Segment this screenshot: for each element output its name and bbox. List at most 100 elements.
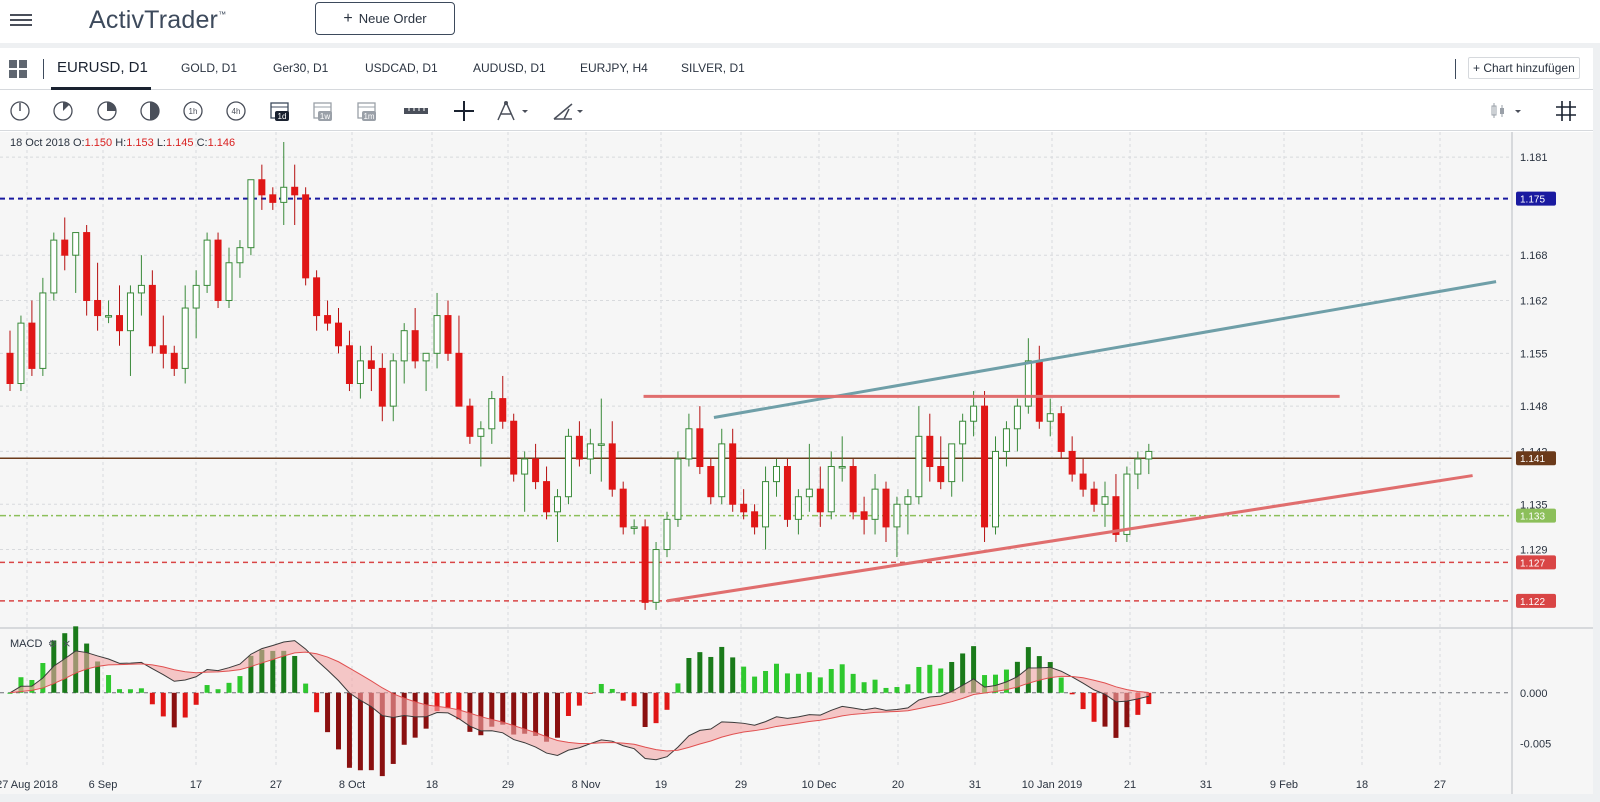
candle-body [499,398,507,422]
svg-text:1w: 1w [320,112,330,121]
hamburger-menu-icon[interactable] [10,11,32,31]
trendlines[interactable] [643,280,1497,603]
price-level-label: 1.175 [1520,195,1545,206]
macd-histogram-bar [7,692,13,694]
macd-histogram-bar [325,692,331,733]
half-circle-icon[interactable] [139,100,161,122]
layout-grid-icon[interactable] [9,60,27,78]
candle-body [280,186,288,203]
new-order-button[interactable]: + Neue Order [315,2,455,35]
candle-body [521,458,529,475]
candle-type-icon[interactable] [1487,100,1509,122]
price-tick-label: 1.168 [1520,250,1548,262]
candle-dropdown-icon[interactable] [1513,100,1523,122]
macd-histogram-bar [357,692,363,771]
candle-body [1024,360,1032,407]
macd-histogram-bar [511,692,517,735]
clock-half-icon[interactable] [96,100,118,122]
candle-body [170,352,178,369]
candle-body [970,405,978,422]
line-dropdown-icon[interactable] [575,100,585,122]
macd-histogram-bar [730,657,736,693]
time-tick-label: 31 [1200,779,1212,791]
chart-panel: EURUSD, D1 GOLD, D1 Ger30, D1 USDCAD, D1… [0,48,1593,794]
candle-body [827,466,835,513]
macd-histogram-bar [390,692,396,764]
macd-histogram-bar [160,692,166,717]
candle-body [992,450,999,528]
clock-eighth-icon[interactable] [52,100,74,122]
candle-body [61,239,69,256]
macd-histogram-bar [642,692,648,727]
time-tick-label: 17 [190,779,202,791]
candle-body [926,435,934,468]
time-tick-label: 8 Nov [572,779,601,791]
macd-histogram-bar [576,692,582,706]
axes: 1.1811.1681.1621.1551.1481.1421.1351.129… [0,132,1556,794]
drawing-dropdown-icon[interactable] [520,100,530,122]
time-tick-label: 9 Feb [1270,779,1298,791]
chart-tabs: EURUSD, D1 GOLD, D1 Ger30, D1 USDCAD, D1… [0,48,1593,90]
price-level-label: 1.133 [1520,512,1545,523]
candle-body [335,322,342,347]
macd-histogram-bar [982,675,988,693]
svg-text:1h: 1h [189,107,198,116]
candle-body [597,443,605,446]
candle-body [871,488,879,520]
macd-histogram-bar [828,668,834,693]
tab-eurjpy-h4[interactable]: EURJPY, H4 [580,61,648,75]
candle-body [105,315,113,318]
candle-body [258,179,266,196]
time-tick-label: 18 [1356,779,1368,791]
timeframe-4h-icon[interactable]: 4h [225,100,247,122]
drawing-tool-icon[interactable] [495,100,517,122]
macd-histogram-bar [303,683,309,693]
macd-histogram-bar [1146,692,1152,705]
chart-area[interactable]: 1.1811.1681.1621.1551.1481.1421.1351.129… [0,132,1593,794]
line-tool-icon[interactable] [552,100,574,122]
candle-body [1046,413,1054,422]
candle-body [367,360,375,369]
add-chart-label[interactable]: + Chart hinzufügen [1473,61,1575,75]
calendar-1w-icon[interactable]: 1w [312,100,334,122]
macd-histogram-bar [620,692,626,701]
candle-body [586,443,594,460]
macd-histogram-bar [971,646,977,693]
macd-histogram-bar [117,689,122,693]
tab-silver-d1[interactable]: SILVER, D1 [681,61,745,75]
calendar-1m-icon[interactable]: 1m [356,100,378,122]
macd-histogram-bar [587,692,593,694]
ruler-icon[interactable] [403,100,429,122]
tab-eurusd-d1[interactable]: EURUSD, D1 [57,59,148,76]
top-bar: ActivTrader™ + Neue Order [0,0,1600,43]
macd-histogram-bar [861,682,867,693]
tab-usdcad-d1[interactable]: USDCAD, D1 [365,61,438,75]
close-icon[interactable]: × [62,637,71,650]
price-chart[interactable]: 1.1811.1681.1621.1551.1481.1421.1351.129… [0,132,1593,794]
macd-histogram-bar [960,653,966,693]
calendar-1d-icon[interactable]: 1d [269,100,291,122]
candle-body [915,435,923,498]
macd-histogram-bar [817,677,823,693]
timeframe-1h-icon[interactable]: 1h [182,100,204,122]
candle-body [674,458,682,520]
settings-icon[interactable]: ⚙ [48,639,57,650]
svg-text:4h: 4h [232,107,241,116]
svg-text:1d: 1d [278,112,287,121]
candle-body [794,496,802,520]
crosshair-icon[interactable] [453,100,475,122]
macd-histogram-bar [795,673,801,693]
candle-body [313,277,321,317]
macd-histogram-bar [565,692,571,716]
macd-histogram-bar [883,687,889,693]
tab-audusd-d1[interactable]: AUDUSD, D1 [473,61,546,75]
clock-quarter-icon[interactable] [9,100,31,122]
candle-body [641,526,649,603]
tab-gold-d1[interactable]: GOLD, D1 [181,61,238,75]
candle-body [400,330,408,362]
candle-body [148,284,156,347]
tab-ger30-d1[interactable]: Ger30, D1 [273,61,329,75]
candle-body [94,299,102,317]
add-chart-button[interactable] [1468,57,1580,79]
grid-toggle-icon[interactable] [1555,100,1577,122]
